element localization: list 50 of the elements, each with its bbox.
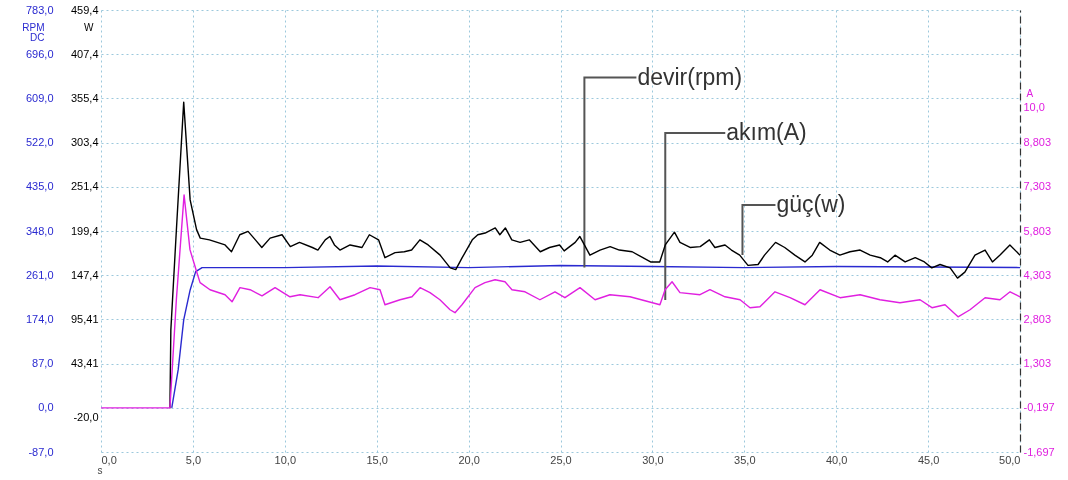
x-tick-label: 0,0 [101, 453, 117, 466]
x-tick-label: 10,0 [274, 453, 297, 466]
y2-tick-label: 355,4 [70, 91, 99, 104]
x-tick-label: 35,0 [734, 453, 756, 466]
y3-tick-label: 5,803 [1023, 224, 1052, 237]
y2-tick-label: 199,4 [70, 224, 99, 237]
y3-tick-label: 7,303 [1023, 180, 1052, 193]
x-tick-label: 25,0 [550, 453, 572, 466]
y3-tick-label: 1,303 [1023, 357, 1052, 370]
y-tick-label: 87,0 [32, 357, 54, 370]
y-tick-label: 696,0 [25, 47, 54, 60]
y3-tick-label: 4,303 [1023, 268, 1052, 281]
y3-tick-label: -1,697 [1023, 445, 1055, 458]
x-tick-label: 45,0 [917, 453, 940, 466]
x-tick-label: 50,0 [999, 453, 1021, 466]
y3-tick-label: -0,197 [1023, 401, 1055, 414]
annotation: devir(rpm) [637, 63, 743, 90]
x-tick-label: 5,0 [185, 453, 202, 466]
annotation: güç(w) [776, 190, 846, 217]
annotation: akım(A) [726, 119, 807, 146]
y2-tick-label: 147,4 [70, 268, 99, 281]
y-tick-label: 435,0 [25, 180, 54, 193]
y2-tick-label: 251,4 [70, 180, 99, 193]
y2-axis-title: W [84, 21, 95, 33]
y-tick-label: 522,0 [25, 136, 54, 149]
y2-tick-label: 303,4 [70, 136, 99, 149]
y-tick-label: 0,0 [38, 401, 54, 414]
y-tick-label: 261,0 [25, 268, 54, 281]
y-tick-label: 609,0 [25, 91, 54, 104]
y-tick-label: 174,0 [25, 312, 54, 325]
y2-tick-label: 407,4 [70, 47, 99, 60]
y3-axis-title: A [1026, 87, 1034, 99]
y3-tick-label: 2,803 [1023, 312, 1052, 325]
y2-tick-label: 459,4 [70, 3, 99, 16]
y-tick-label: 783,0 [25, 3, 54, 16]
x-axis-title: s [97, 464, 103, 476]
y-axis-title: RPM DC [22, 21, 45, 43]
line-series [100, 194, 1021, 409]
x-tick-label: 30,0 [642, 453, 664, 466]
x-tick-label: 15,0 [366, 453, 388, 466]
x-tick-label: 40,0 [825, 453, 848, 466]
y2-tick-label: 95,41 [70, 312, 99, 325]
y3-tick-label: 8,803 [1023, 136, 1052, 149]
x-tick-label: 20,0 [458, 453, 480, 466]
y-tick-label: 348,0 [25, 224, 54, 237]
line-series [171, 264, 1021, 409]
y3-tick-label: 10,0 [1023, 100, 1045, 113]
y-tick-label: -87,0 [28, 445, 54, 458]
y2-tick-label: 43,41 [70, 357, 99, 370]
y2-tick-label: -20,0 [73, 411, 99, 423]
